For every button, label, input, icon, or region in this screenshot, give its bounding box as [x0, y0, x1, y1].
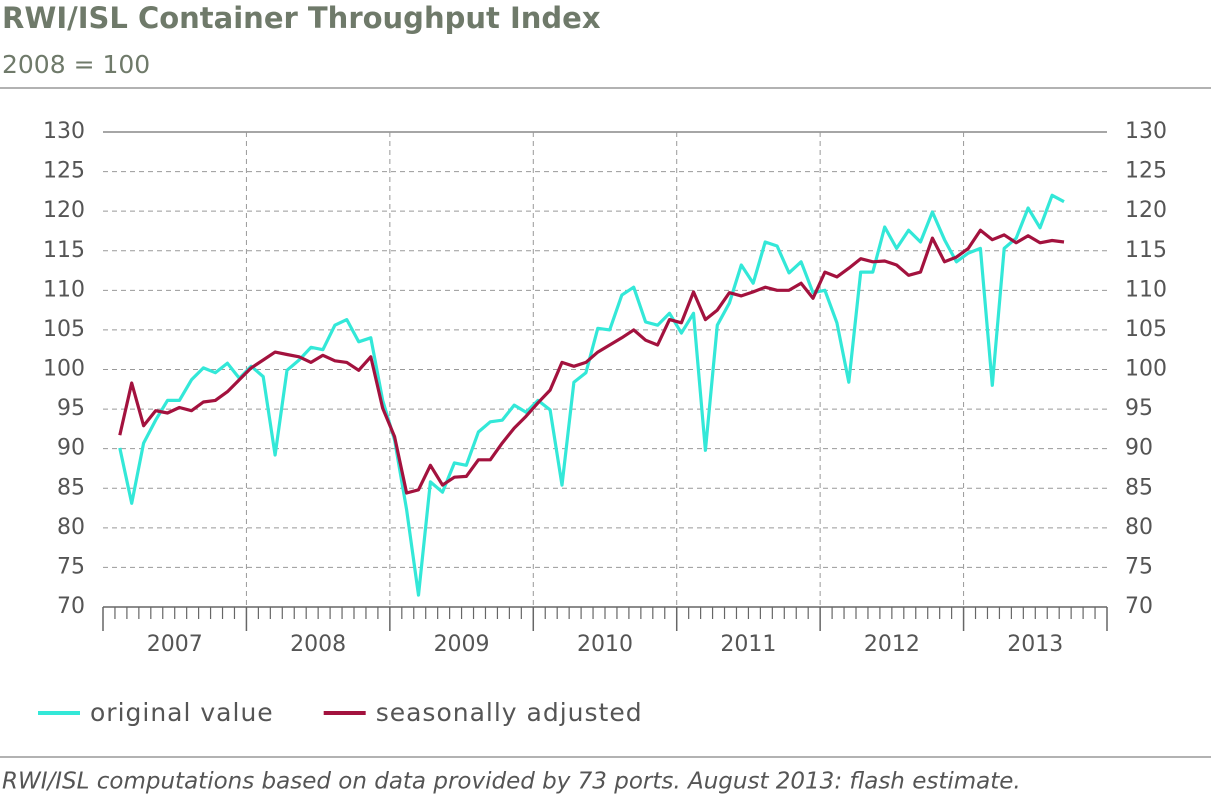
y-tick-label: 100 [43, 357, 85, 382]
chart-subtitle: 2008 = 100 [2, 50, 150, 79]
y2-tick-label: 70 [1125, 594, 1153, 619]
series-line [118, 228, 1065, 495]
y2-tick-label: 125 [1125, 159, 1167, 184]
legend-label: seasonally adjusted [376, 698, 643, 727]
y2-tick-label: 110 [1125, 277, 1167, 302]
legend-label: original value [90, 698, 274, 727]
y-tick-label: 130 [43, 119, 85, 144]
y2-tick-label: 130 [1125, 119, 1167, 144]
y2-tick-label: 90 [1125, 436, 1153, 461]
y2-tick-label: 95 [1125, 396, 1153, 421]
y-tick-label: 90 [57, 436, 85, 461]
y2-tick-label: 80 [1125, 515, 1153, 540]
y-tick-label: 95 [57, 396, 85, 421]
x-tick-label: 2008 [290, 632, 346, 657]
footnote: RWI/ISL computations based on data provi… [2, 769, 1021, 795]
y-tick-label: 70 [57, 594, 85, 619]
y-tick-label: 110 [43, 277, 85, 302]
y-tick-label: 80 [57, 515, 85, 540]
x-tick-label: 2013 [1007, 632, 1063, 657]
y2-tick-label: 105 [1125, 317, 1167, 342]
y2-tick-label: 75 [1125, 554, 1153, 579]
y2-tick-label: 100 [1125, 357, 1167, 382]
x-tick-label: 2010 [577, 632, 633, 657]
y-tick-label: 125 [43, 159, 85, 184]
y2-tick-label: 115 [1125, 238, 1167, 263]
y-tick-label: 120 [43, 198, 85, 223]
x-tick-label: 2007 [147, 632, 203, 657]
x-tick-label: 2012 [864, 632, 920, 657]
y-tick-label: 105 [43, 317, 85, 342]
y-tick-label: 85 [57, 475, 85, 500]
y2-tick-label: 120 [1125, 198, 1167, 223]
chart-title: RWI/ISL Container Throughput Index [2, 1, 601, 35]
x-tick-label: 2011 [720, 632, 776, 657]
y-tick-label: 75 [57, 554, 85, 579]
series-line [118, 193, 1065, 597]
x-tick-label: 2009 [434, 632, 490, 657]
y2-tick-label: 85 [1125, 475, 1153, 500]
y-tick-label: 115 [43, 238, 85, 263]
